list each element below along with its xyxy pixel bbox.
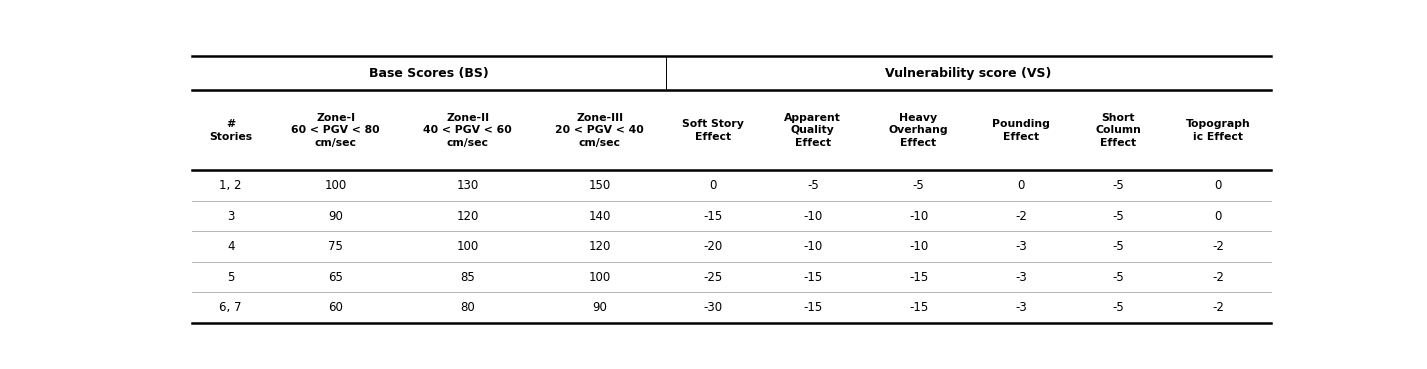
Text: 100: 100	[457, 240, 479, 253]
Text: -15: -15	[803, 270, 822, 283]
Text: 60: 60	[328, 301, 342, 314]
Text: -10: -10	[803, 240, 822, 253]
Text: 65: 65	[328, 270, 342, 283]
Text: -5: -5	[1113, 270, 1124, 283]
Text: -3: -3	[1016, 270, 1027, 283]
Text: -10: -10	[803, 210, 822, 223]
Text: 150: 150	[589, 179, 611, 192]
Text: Zone-II
40 < PGV < 60
cm/sec: Zone-II 40 < PGV < 60 cm/sec	[424, 113, 512, 148]
Text: -25: -25	[704, 270, 722, 283]
Text: -2: -2	[1213, 301, 1224, 314]
Text: -5: -5	[1113, 301, 1124, 314]
Text: -3: -3	[1016, 301, 1027, 314]
Text: 100: 100	[589, 270, 611, 283]
Text: 4: 4	[227, 240, 234, 253]
Text: 0: 0	[1017, 179, 1025, 192]
Text: -3: -3	[1016, 240, 1027, 253]
Text: 3: 3	[227, 210, 234, 223]
Text: -15: -15	[803, 301, 822, 314]
Text: Pounding
Effect: Pounding Effect	[992, 119, 1050, 142]
Text: Zone-I
60 < PGV < 80
cm/sec: Zone-I 60 < PGV < 80 cm/sec	[291, 113, 380, 148]
Text: Base Scores (BS): Base Scores (BS)	[370, 66, 488, 79]
Text: 120: 120	[589, 240, 611, 253]
Text: 6, 7: 6, 7	[220, 301, 243, 314]
Text: Heavy
Overhang
Effect: Heavy Overhang Effect	[889, 113, 949, 148]
Text: Topograph
ic Effect: Topograph ic Effect	[1186, 119, 1250, 142]
Text: -20: -20	[704, 240, 722, 253]
Text: 85: 85	[461, 270, 475, 283]
Text: -5: -5	[1113, 210, 1124, 223]
Text: 0: 0	[709, 179, 716, 192]
Text: -2: -2	[1016, 210, 1027, 223]
Text: Soft Story
Effect: Soft Story Effect	[682, 119, 743, 142]
Text: -2: -2	[1213, 240, 1224, 253]
Text: -10: -10	[909, 240, 928, 253]
Text: -5: -5	[913, 179, 925, 192]
Text: -2: -2	[1213, 270, 1224, 283]
Text: 0: 0	[1214, 210, 1222, 223]
Text: -5: -5	[1113, 179, 1124, 192]
Text: Short
Column
Effect: Short Column Effect	[1096, 113, 1142, 148]
Text: #
Stories: # Stories	[210, 119, 253, 142]
Text: -5: -5	[808, 179, 819, 192]
Text: -5: -5	[1113, 240, 1124, 253]
Text: -15: -15	[909, 270, 928, 283]
Text: 130: 130	[457, 179, 479, 192]
Text: Apparent
Quality
Effect: Apparent Quality Effect	[785, 113, 842, 148]
Text: 100: 100	[324, 179, 347, 192]
Text: 0: 0	[1214, 179, 1222, 192]
Text: 90: 90	[328, 210, 342, 223]
Text: 1, 2: 1, 2	[220, 179, 243, 192]
Text: -15: -15	[909, 301, 928, 314]
Text: -15: -15	[704, 210, 722, 223]
Text: 140: 140	[589, 210, 611, 223]
Text: -10: -10	[909, 210, 928, 223]
Text: 90: 90	[592, 301, 608, 314]
Text: 120: 120	[457, 210, 479, 223]
Text: 75: 75	[328, 240, 342, 253]
Text: Zone-III
20 < PGV < 40
cm/sec: Zone-III 20 < PGV < 40 cm/sec	[555, 113, 644, 148]
Text: -30: -30	[704, 301, 722, 314]
Text: 5: 5	[227, 270, 234, 283]
Text: Vulnerability score (VS): Vulnerability score (VS)	[885, 66, 1052, 79]
Text: 80: 80	[461, 301, 475, 314]
